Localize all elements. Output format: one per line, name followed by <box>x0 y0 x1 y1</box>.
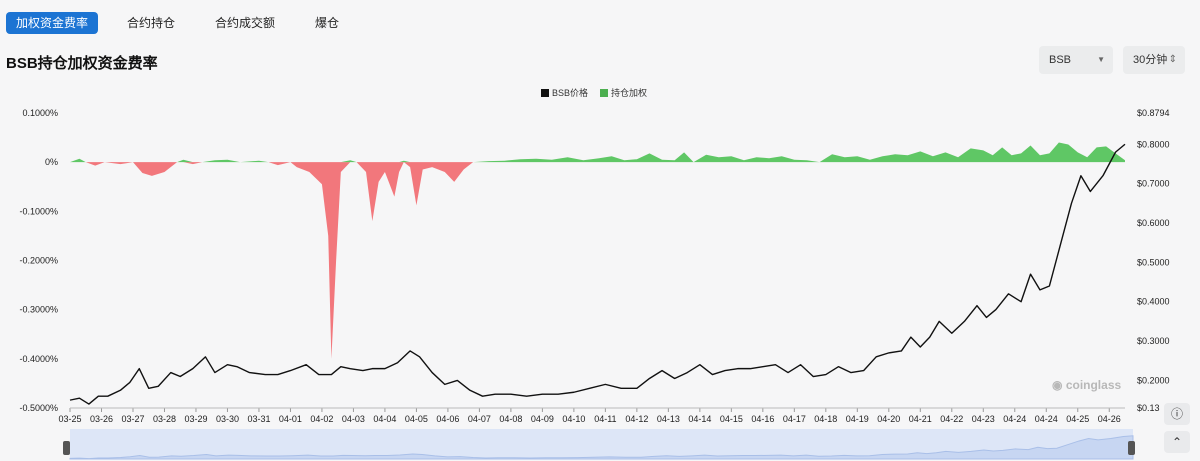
chevron-down-icon: ▼ <box>1097 55 1105 64</box>
x-tick-label: 04-17 <box>783 414 806 424</box>
y-left-tick-label: -0.5000% <box>19 403 58 413</box>
x-tick-label: 04-02 <box>310 414 333 424</box>
x-tick-label: 04-07 <box>468 414 491 424</box>
x-tick-label: 04-24 <box>1035 414 1058 424</box>
y-right-tick-label: $0.2000 <box>1137 375 1170 385</box>
x-tick-label: 03-31 <box>247 414 270 424</box>
tab-3[interactable]: 爆仓 <box>315 16 340 30</box>
symbol-select[interactable]: BSB ▼ <box>1039 46 1113 74</box>
x-tick-label: 04-12 <box>625 414 648 424</box>
y-right-tick-label: $0.7000 <box>1137 179 1170 189</box>
y-right-tick-label: $0.6000 <box>1137 218 1170 228</box>
funding-rate-positive-area <box>70 142 1125 163</box>
x-tick-label: 03-27 <box>121 414 144 424</box>
page-title: BSB持仓加权资金费率 <box>6 55 158 72</box>
y-left-tick-label: -0.1000% <box>19 206 58 216</box>
legend-swatch-price <box>541 88 549 97</box>
chart-tabs: 加权资金费率 合约持仓 合约成交额 爆仓 <box>6 12 350 34</box>
price-line <box>69 143 1126 405</box>
y-left-tick-label: -0.4000% <box>19 354 58 364</box>
x-tick-label: 03-29 <box>184 414 207 424</box>
navigator-handle-right[interactable] <box>1128 441 1135 455</box>
x-tick-label: 04-21 <box>909 414 932 424</box>
x-tick-label: 04-18 <box>814 414 837 424</box>
y-right-tick-label: $0.8000 <box>1137 139 1170 149</box>
x-tick-label: 04-06 <box>436 414 459 424</box>
x-tick-label: 03-30 <box>216 414 239 424</box>
funding-rate-negative-area <box>70 162 1125 359</box>
x-tick-label: 03-26 <box>90 414 113 424</box>
alert-icon-button[interactable]: ⓘ <box>1164 403 1190 425</box>
tab-0[interactable]: 加权资金费率 <box>6 12 99 34</box>
x-tick-label: 04-16 <box>751 414 774 424</box>
y-right-tick-label: $0.3000 <box>1137 336 1170 346</box>
y-left-tick-label: -0.3000% <box>19 305 58 315</box>
navigator-series <box>69 435 1134 460</box>
alert-icon: ⓘ <box>1170 407 1183 421</box>
x-tick-label: 04-10 <box>562 414 585 424</box>
y-left-tick-label: 0.1000% <box>22 108 58 118</box>
scroll-up-button[interactable]: ⌃ <box>1164 431 1190 453</box>
legend-item-price[interactable]: BSB价格 <box>541 86 588 99</box>
y-right-tick-label: $0.4000 <box>1137 297 1170 307</box>
x-tick-label: 03-25 <box>58 414 81 424</box>
x-tick-label: 04-14 <box>688 414 711 424</box>
watermark-logo: ◉ coinglass <box>1052 378 1121 392</box>
x-tick-label: 04-20 <box>877 414 900 424</box>
navigator-handle-left[interactable] <box>63 441 70 455</box>
legend-label-price: BSB价格 <box>552 88 589 98</box>
symbol-select-value: BSB <box>1049 54 1072 66</box>
legend-item-oi-weighted[interactable]: 持仓加权 <box>600 86 647 99</box>
x-tick-label: 04-03 <box>342 414 365 424</box>
y-right-tick-label: $0.13 <box>1137 403 1160 413</box>
y-left-tick-label: 0% <box>45 157 58 167</box>
x-tick-label: 04-13 <box>657 414 680 424</box>
y-right-tick-label: $0.8794 <box>1137 108 1170 118</box>
x-tick-label: 04-25 <box>1066 414 1089 424</box>
coinglass-logo-icon: ◉ <box>1052 378 1066 392</box>
legend-swatch-oi-weighted <box>600 88 609 97</box>
chart-legend: BSB价格 持仓加权 <box>541 86 647 99</box>
legend-label-oi-weighted: 持仓加权 <box>611 88 648 98</box>
x-tick-label: 04-22 <box>940 414 963 424</box>
tab-2[interactable]: 合约成交额 <box>215 16 276 30</box>
interval-select[interactable]: 30分钟 ⇕ <box>1123 46 1185 74</box>
x-tick-label: 04-24 <box>1003 414 1026 424</box>
y-left-tick-label: -0.2000% <box>19 256 58 266</box>
watermark-text: coinglass <box>1065 378 1122 392</box>
tab-1[interactable]: 合约持仓 <box>127 16 176 30</box>
x-tick-label: 04-09 <box>531 414 554 424</box>
x-tick-label: 04-04 <box>373 414 396 424</box>
chevron-up-icon: ⌃ <box>1171 435 1183 449</box>
x-tick-label: 04-15 <box>720 414 743 424</box>
x-tick-label: 04-01 <box>279 414 302 424</box>
x-tick-label: 04-23 <box>972 414 995 424</box>
updown-icon: ⇕ <box>1168 54 1177 65</box>
x-tick-label: 04-19 <box>846 414 869 424</box>
x-tick-label: 04-26 <box>1098 414 1121 424</box>
interval-select-value: 30分钟 <box>1133 54 1168 66</box>
x-tick-label: 04-11 <box>594 414 616 424</box>
x-tick-label: 04-05 <box>405 414 428 424</box>
y-right-tick-label: $0.5000 <box>1137 257 1170 267</box>
x-tick-label: 03-28 <box>153 414 176 424</box>
x-tick-label: 04-08 <box>499 414 522 424</box>
